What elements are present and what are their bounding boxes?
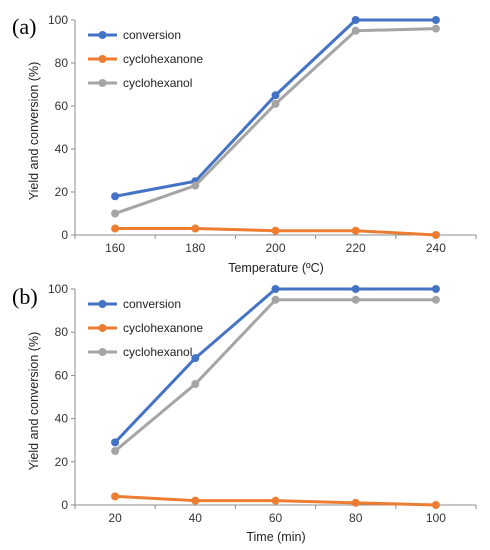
x-tick-label: 220	[346, 241, 366, 255]
y-tick-label: 40	[55, 142, 69, 156]
x-tick-label: 60	[269, 511, 283, 525]
data-point-conversion	[271, 285, 280, 293]
data-point-cyclohexanone	[431, 231, 440, 239]
data-point-cyclohexanone	[431, 501, 440, 509]
data-point-cyclohexanone	[271, 226, 280, 235]
chart-panel-b: (b) Yield and conversion (%) Time (min) …	[12, 282, 477, 544]
y-tick-label: 100	[48, 13, 68, 27]
data-point-cyclohexanone	[191, 224, 200, 233]
legend-marker-cyclohexanone	[98, 324, 107, 332]
data-point-conversion	[431, 16, 440, 24]
y-tick-label: 80	[55, 56, 69, 70]
data-point-cyclohexanone	[111, 492, 120, 501]
x-tick-label: 240	[426, 241, 446, 255]
data-point-cyclohexanol	[351, 26, 360, 35]
y-axis-title-b: Yield and conversion (%)	[27, 332, 41, 471]
data-point-conversion	[271, 91, 280, 100]
legend-b: conversion cyclohexanone cyclohexanol	[88, 297, 203, 359]
data-point-cyclohexanone	[271, 496, 280, 505]
x-axis-title-a: Temperature (ºC)	[228, 261, 324, 275]
x-tick-label: 20	[108, 511, 122, 525]
y-tick-label: 100	[48, 282, 68, 296]
x-tick-label: 180	[185, 241, 205, 255]
data-point-conversion	[111, 192, 120, 201]
y-tick-label: 0	[61, 228, 68, 242]
legend-marker-cyclohexanone	[98, 55, 107, 63]
data-point-cyclohexanol	[271, 295, 280, 304]
y-tick-label: 40	[55, 412, 69, 426]
y-tick-label: 0	[61, 498, 68, 512]
y-tick-label: 60	[55, 368, 69, 382]
data-point-conversion	[431, 285, 440, 293]
legend-label-cyclohexanone: cyclohexanone	[123, 321, 203, 335]
y-tick-label: 80	[55, 325, 69, 339]
panel-label-b: (b)	[12, 284, 38, 309]
tick-labels-a: 0 20 40 60 80 100 160 180 200 220 240	[48, 13, 446, 255]
legend-a: conversion cyclohexanone cyclohexanol	[88, 28, 203, 90]
x-tick-label: 200	[265, 241, 285, 255]
x-tick-label: 100	[426, 511, 446, 525]
y-tick-label: 20	[55, 455, 69, 469]
data-point-cyclohexanone	[351, 226, 360, 235]
y-tick-label: 60	[55, 99, 69, 113]
x-tick-label: 40	[189, 511, 203, 525]
x-tick-label: 160	[105, 241, 125, 255]
data-point-cyclohexanol	[191, 181, 200, 190]
data-point-conversion	[111, 438, 120, 447]
legend-label-conversion: conversion	[123, 28, 181, 42]
y-axis-title-a: Yield and conversion (%)	[27, 62, 41, 201]
legend-marker-conversion	[98, 300, 107, 308]
legend-label-cyclohexanone: cyclohexanone	[123, 52, 203, 66]
panel-label-a: (a)	[12, 14, 36, 39]
y-tick-label: 20	[55, 185, 69, 199]
data-point-conversion	[351, 16, 360, 24]
series-b	[111, 285, 440, 509]
series-line-conversion	[114, 18, 436, 198]
legend-label-cyclohexanol: cyclohexanol	[123, 76, 192, 90]
data-point-cyclohexanol	[351, 295, 360, 304]
tick-labels-b: 0 20 40 60 80 100 20 40 60 80 100	[48, 282, 446, 525]
series-line-conversion	[114, 287, 436, 444]
data-point-cyclohexanol	[191, 380, 200, 389]
legend-marker-conversion	[98, 31, 107, 39]
legend-label-conversion: conversion	[123, 297, 181, 311]
series-a	[111, 16, 440, 239]
legend-marker-cyclohexanol	[98, 79, 107, 87]
data-point-cyclohexanol	[111, 447, 120, 455]
data-point-cyclohexanone	[191, 496, 200, 505]
data-point-cyclohexanone	[111, 224, 120, 233]
data-point-cyclohexanol	[271, 99, 280, 108]
x-tick-label: 80	[349, 511, 363, 525]
legend-marker-cyclohexanol	[98, 348, 107, 356]
data-point-conversion	[191, 354, 200, 363]
data-point-conversion	[351, 285, 360, 293]
x-axis-title-b: Time (min)	[246, 530, 305, 544]
data-point-cyclohexanol	[431, 295, 440, 304]
data-point-cyclohexanol	[431, 24, 440, 33]
legend-label-cyclohexanol: cyclohexanol	[123, 345, 192, 359]
data-point-cyclohexanone	[351, 498, 360, 507]
chart-panel-a: (a) Yield and conversion (%) Temperature…	[12, 13, 477, 275]
data-point-cyclohexanol	[111, 209, 120, 218]
